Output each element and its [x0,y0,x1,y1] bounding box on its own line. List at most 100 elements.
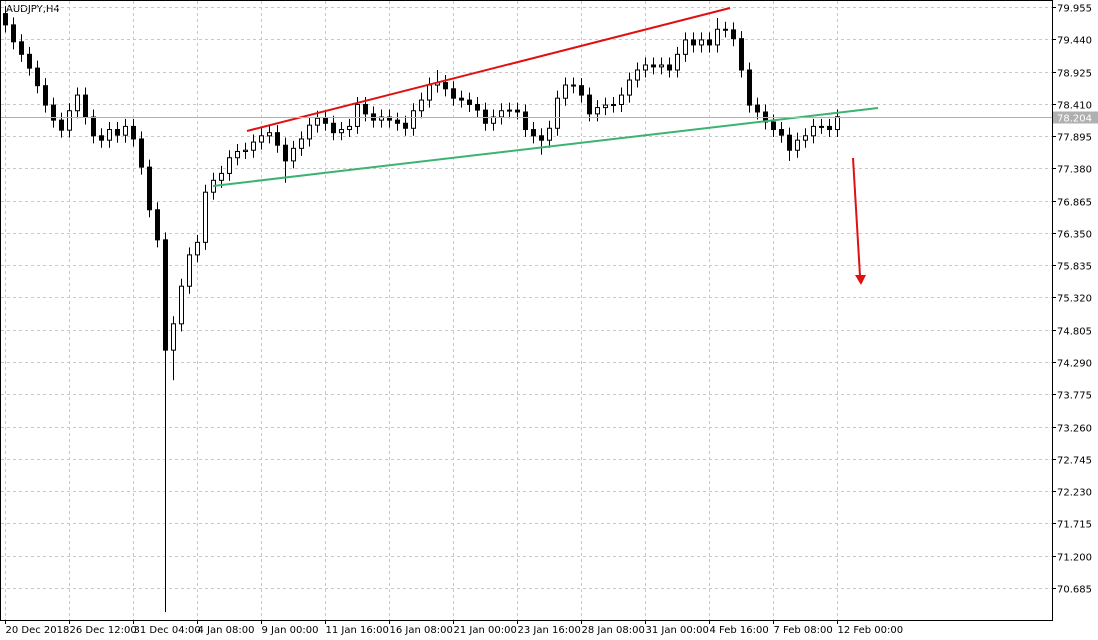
candle-body [475,103,480,111]
x-tick-label: 26 Dec 12:00 [70,625,137,636]
candle-body [315,117,320,126]
x-tick-label: 12 Feb 00:00 [838,625,904,636]
candle-body [443,82,448,90]
plot-frame [0,0,1053,621]
candle-body [243,149,248,152]
y-tick-label: 71.715 [1057,520,1092,531]
candle-body [363,103,368,115]
y-tick-label: 79.955 [1057,4,1092,15]
candle-body [171,323,176,351]
resistance-line [246,7,731,132]
candle-body [803,135,808,141]
candle-body [323,117,328,124]
candle-body [699,39,704,46]
candle-body [659,64,664,68]
candle-body [411,110,416,129]
x-tick-label: 7 Feb 08:00 [774,625,833,636]
candle-body [91,116,96,137]
candle-body [563,84,568,99]
y-tick-label: 71.200 [1057,553,1092,564]
candle-body [811,125,816,137]
candle-body [499,110,504,118]
candle-body [819,125,824,128]
candle-body [259,135,264,143]
candle-body [195,241,200,256]
candle-body [43,85,48,106]
candle-body [347,125,352,131]
candle-body [115,129,120,136]
candle-body [787,134,792,151]
candle-body [739,38,744,71]
candle-body [683,39,688,55]
candle-body [355,103,360,127]
candle-body [795,139,800,151]
candle-body [539,135,544,141]
candle-body [483,109,488,124]
candle-body [507,109,512,112]
candle-body [299,138,304,149]
candle-body [227,157,232,174]
candle-body [547,127,552,141]
candle-body [147,166,152,211]
candle-body [715,28,720,46]
x-tick-label: 11 Jan 16:00 [326,625,389,636]
candle-body [163,239,168,351]
candle-body [67,110,72,131]
candle-body [139,138,144,168]
candle-body [155,209,160,241]
candle-body [755,104,760,113]
candle-body [51,104,56,121]
candle-body [307,124,312,140]
candle-body [467,99,472,105]
candle-body [123,125,128,136]
y-tick-label: 75.835 [1057,262,1092,273]
y-tick-label: 75.320 [1057,294,1092,305]
candle-body [579,85,584,96]
candle-body [779,129,784,136]
x-tick-label: 31 Dec 04:00 [134,625,201,636]
x-tick-label: 9 Jan 00:00 [262,625,319,636]
candle-body [291,147,296,162]
arrow-shaft [852,157,861,277]
candle-body [515,109,520,113]
y-tick-label: 76.865 [1057,198,1092,209]
candle-body [651,64,656,68]
candle-body [275,132,280,146]
candle-body [419,99,424,112]
candle-body [267,132,272,137]
candle-body [523,111,528,131]
candle-body [83,94,88,118]
x-tick-label: 16 Jan 08:00 [390,625,453,636]
candle-body [451,88,456,99]
candle-body [731,29,736,40]
x-tick-label: 21 Jan 00:00 [454,625,517,636]
current-price-box [1053,111,1098,124]
candle-body [691,39,696,46]
candle-body [3,13,8,26]
y-tick-label: 73.775 [1057,391,1092,402]
candle-body [283,144,288,162]
candle-body [203,191,208,243]
y-tick-label: 74.290 [1057,359,1092,370]
candle-body [427,84,432,101]
y-tick-label: 78.410 [1057,101,1092,112]
candle-body [187,254,192,287]
y-tick-label: 74.805 [1057,327,1092,338]
candle-body [627,79,632,96]
candle-body [219,172,224,181]
candle-body [667,64,672,71]
candle-body [459,97,464,101]
x-tick-label: 4 Feb 16:00 [710,625,769,636]
candle-body [555,97,560,129]
x-tick-label: 20 Dec 2018 [6,625,70,636]
candle-body [611,103,616,106]
candle-body [339,129,344,134]
x-tick-label: 31 Jan 00:00 [646,625,709,636]
candle-body [27,53,32,69]
support-line [212,107,879,187]
candle-body [723,28,728,31]
y-tick-label: 79.440 [1057,36,1092,47]
x-tick-label: 23 Jan 16:00 [518,625,581,636]
